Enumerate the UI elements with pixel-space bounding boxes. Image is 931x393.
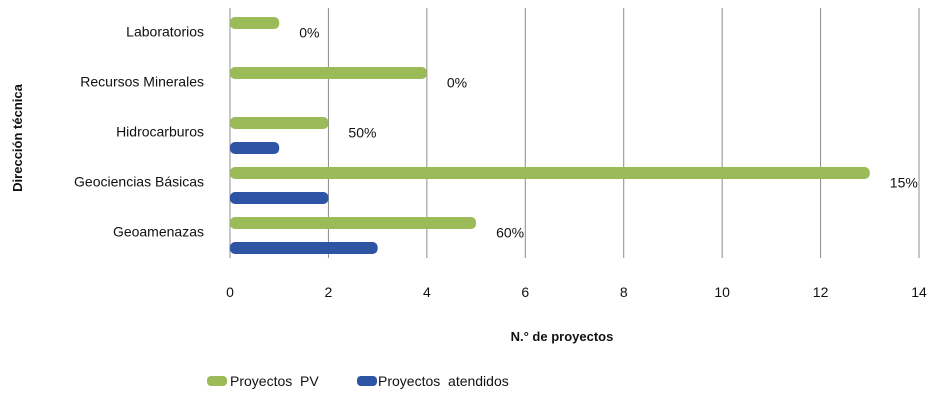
bar-proyectos-pv [230,67,427,79]
y-axis-title: Dirección técnica [10,83,25,191]
category-label: Recursos Minerales [80,74,204,90]
percent-label: 0% [447,75,467,91]
x-tick-label: 14 [911,284,927,300]
bar-proyectos-pv [230,17,280,29]
x-tick-label: 12 [813,284,829,300]
legend-swatch [357,376,377,386]
x-tick-label: 10 [714,284,730,300]
category-labels: Laboratorios Recursos Minerales Hidrocarbu… [74,24,204,240]
category-label: Hidrocarburos [116,124,204,140]
gridlines [229,8,920,258]
category-label: Geociencias Básicas [74,174,204,190]
legend-label: Proyectos PV [230,373,319,389]
legend: Proyectos PV Proyectos atendidos [207,373,509,389]
bar-proyectos-pv [230,217,477,229]
x-tick-label: 0 [226,284,234,300]
percent-label: 50% [348,125,376,141]
bar-proyectos-atendidos [230,242,378,254]
bar-proyectos-pv [230,167,870,179]
x-tick-labels: 0 2 4 6 8 10 12 14 [226,284,927,300]
x-tick-label: 6 [521,284,529,300]
x-tick-label: 8 [620,284,628,300]
percent-label: 60% [496,225,524,241]
bars [230,17,870,254]
bar-proyectos-pv [230,117,329,129]
category-label: Laboratorios [126,24,204,40]
percent-label: 15% [890,175,918,191]
bar-proyectos-atendidos [230,192,329,204]
legend-swatch [207,376,227,386]
x-tick-label: 4 [423,284,431,300]
bar-proyectos-atendidos [230,142,280,154]
x-axis-title: N.° de proyectos [511,329,614,344]
category-label: Geoamenazas [113,224,204,240]
percent-labels: 0% 0% 50% 15% 60% [299,25,918,241]
percent-label: 0% [299,25,319,41]
legend-label: Proyectos atendidos [378,373,509,389]
x-tick-label: 2 [325,284,333,300]
